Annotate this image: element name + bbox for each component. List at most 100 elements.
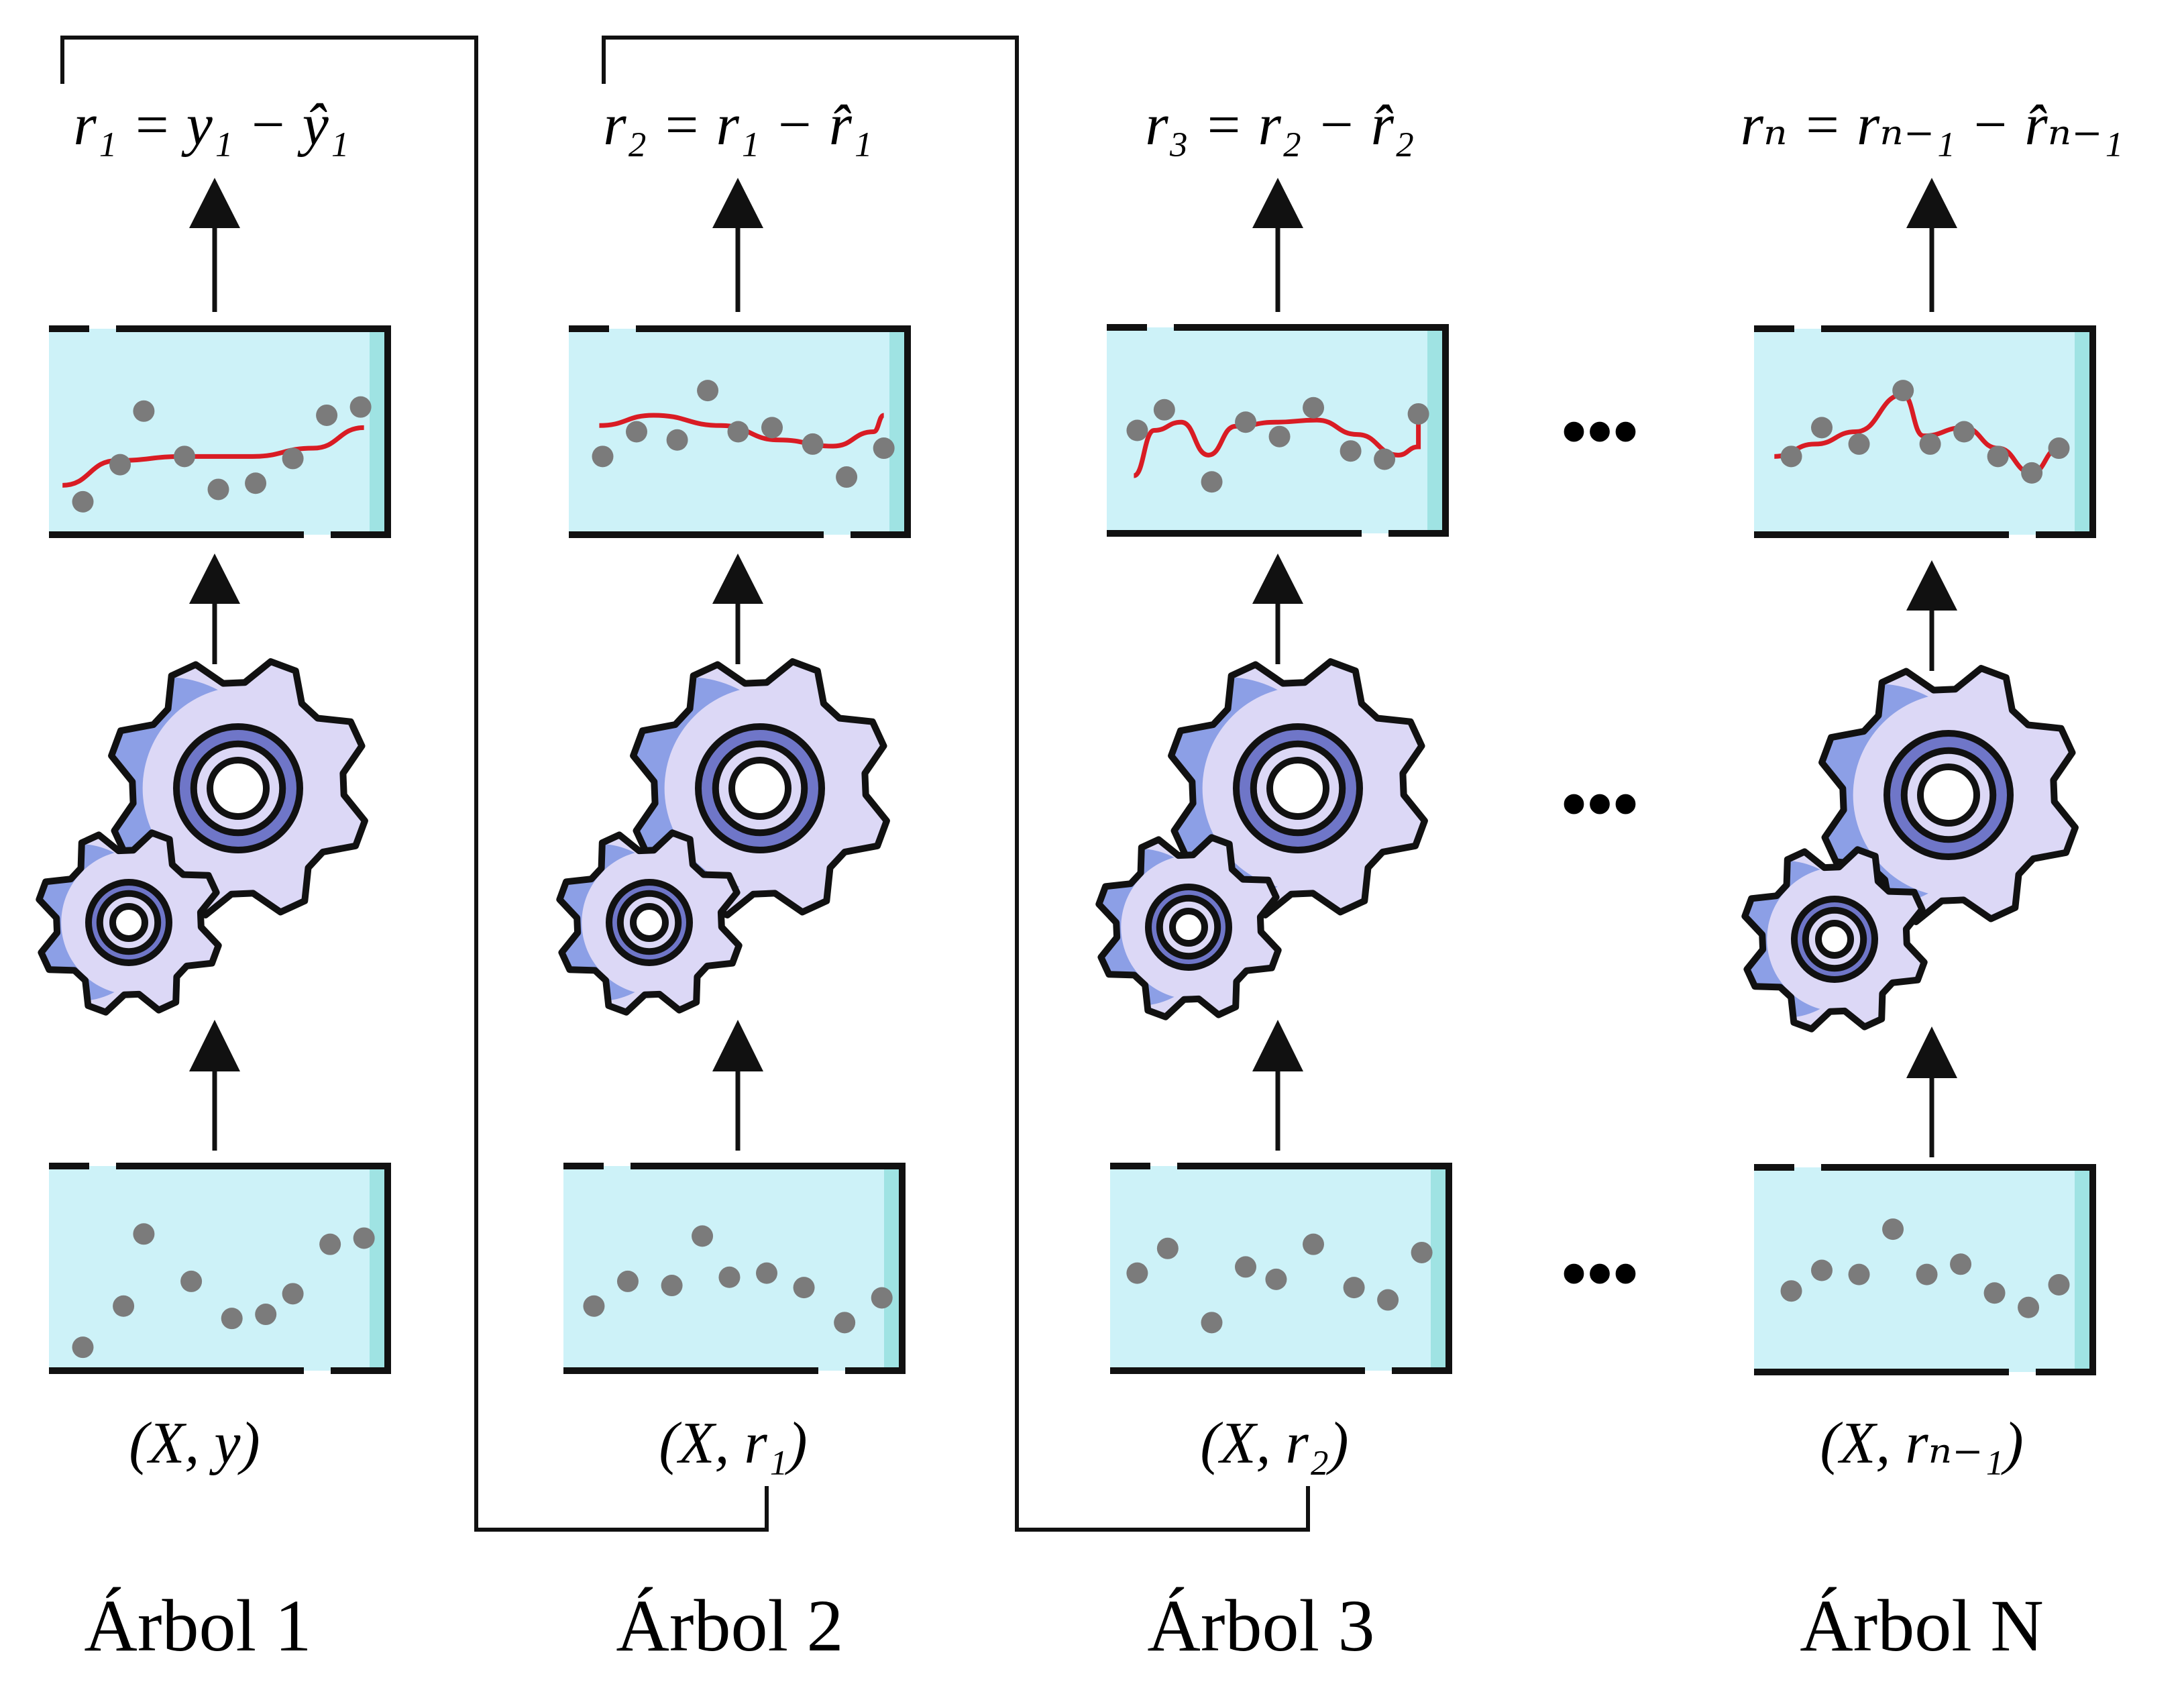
data-point: [255, 1304, 277, 1326]
data-point: [2018, 1296, 2040, 1318]
data-point: [727, 421, 749, 443]
small-gear-icon: [1741, 846, 1928, 1033]
data-point: [1411, 1241, 1433, 1263]
data-point: [802, 433, 824, 455]
data-point: [834, 1312, 856, 1334]
data-point: [1340, 440, 1362, 462]
data-point: [133, 400, 155, 422]
column-tree-2: r₂ = r₁ − r̂₁ (X, r₁): [556, 93, 911, 1667]
input-data-plot: [1754, 1164, 2096, 1375]
data-point: [697, 380, 719, 402]
data-point: [72, 1336, 94, 1359]
fit-curve: [599, 413, 885, 449]
data-point: [1377, 1289, 1399, 1311]
data-point: [1848, 433, 1870, 455]
data-point: [1268, 425, 1291, 447]
data-point: [133, 1223, 155, 1245]
output-formula: rₙ = rₙ₋₁ − r̂ₙ₋₁: [1741, 93, 2124, 158]
gears-icon: [1741, 665, 2079, 1033]
data-point: [756, 1262, 777, 1284]
arrow-up: [1252, 1020, 1303, 1151]
data-point: [1407, 403, 1429, 425]
large-gear-icon: [1168, 658, 1428, 918]
data-point: [180, 1270, 203, 1292]
data-point: [1303, 1233, 1324, 1255]
model-fit-plot: [1107, 324, 1449, 537]
data-point: [873, 437, 895, 460]
data-point: [1343, 1277, 1365, 1299]
column-tree-1: r₁ = y₁ − ŷ₁ (X, y): [36, 93, 391, 1667]
data-point: [1303, 397, 1325, 419]
small-gear-icon: [1095, 834, 1282, 1020]
fit-curve: [62, 425, 364, 488]
tree-label: Árbol 3: [1147, 1585, 1374, 1667]
data-point: [109, 454, 131, 476]
data-point: [1780, 445, 1802, 468]
input-data-plot: [563, 1163, 906, 1374]
arrow-up: [189, 1020, 240, 1151]
data-point: [1235, 411, 1257, 433]
small-gear-icon: [556, 829, 743, 1016]
data-point: [1882, 1218, 1904, 1241]
ellipsis-gears: •••: [1561, 763, 1639, 845]
arrow-up: [1906, 178, 1957, 312]
tree-label: Árbol N: [1800, 1585, 2044, 1667]
tree-label: Árbol 1: [84, 1585, 311, 1667]
data-point: [353, 1227, 375, 1249]
data-point: [319, 1233, 341, 1255]
output-formula: r₁ = y₁ − ŷ₁: [74, 93, 349, 158]
data-point: [1153, 399, 1175, 421]
ellipsis-model: •••: [1561, 390, 1639, 472]
data-point: [626, 421, 647, 443]
large-gear-icon: [1818, 665, 2079, 925]
data-point: [718, 1266, 741, 1288]
input-data-plot: [1110, 1163, 1452, 1374]
small-gear-icon: [36, 829, 222, 1016]
arrow-up: [189, 178, 240, 312]
gears-icon: [556, 658, 890, 1016]
data-point: [1201, 471, 1223, 493]
data-point: [1916, 1263, 1938, 1285]
model-fit-plot: [49, 325, 391, 538]
input-label: (X, y): [129, 1411, 260, 1476]
data-point: [1780, 1280, 1802, 1302]
data-point: [1156, 1237, 1179, 1259]
data-point: [1811, 417, 1833, 439]
data-point: [349, 396, 372, 418]
large-gear-icon: [108, 658, 368, 918]
model-fit-plot: [569, 325, 911, 538]
fit-curve: [1132, 417, 1421, 478]
data-point: [2048, 1273, 2070, 1296]
column-tree-n: rₙ = rₙ₋₁ − r̂ₙ₋₁ (X, rₙ: [1741, 93, 2124, 1667]
data-point: [592, 445, 614, 468]
arrow-up: [189, 553, 240, 664]
data-point: [1919, 433, 1941, 455]
model-fit-plot: [1754, 325, 2096, 538]
data-point: [113, 1295, 135, 1317]
data-point: [761, 417, 783, 439]
data-point: [1987, 445, 2009, 468]
output-formula: r₂ = r₁ − r̂₁: [603, 93, 872, 158]
data-point: [1811, 1259, 1833, 1281]
input-label: (X, r₁): [659, 1411, 807, 1476]
arrow-up: [1906, 1026, 1957, 1157]
gears-icon: [36, 658, 368, 1016]
input-data-plot: [49, 1163, 391, 1374]
arrow-up: [1906, 560, 1957, 671]
data-point: [793, 1277, 815, 1299]
arrow-up: [712, 553, 763, 664]
data-point: [1892, 380, 1914, 402]
data-point: [666, 429, 688, 451]
data-point: [221, 1308, 243, 1330]
output-formula: r₃ = r₂ − r̂₂: [1145, 93, 1414, 158]
data-point: [583, 1295, 605, 1317]
arrow-up: [1252, 553, 1303, 664]
data-point: [616, 1270, 639, 1292]
input-label: (X, rₙ₋₁): [1820, 1411, 2023, 1476]
data-point: [316, 404, 338, 426]
connector-tree2-tree3: [602, 36, 1310, 1532]
data-point: [1374, 448, 1396, 470]
large-gear-icon: [630, 658, 890, 918]
data-point: [2021, 462, 2043, 484]
